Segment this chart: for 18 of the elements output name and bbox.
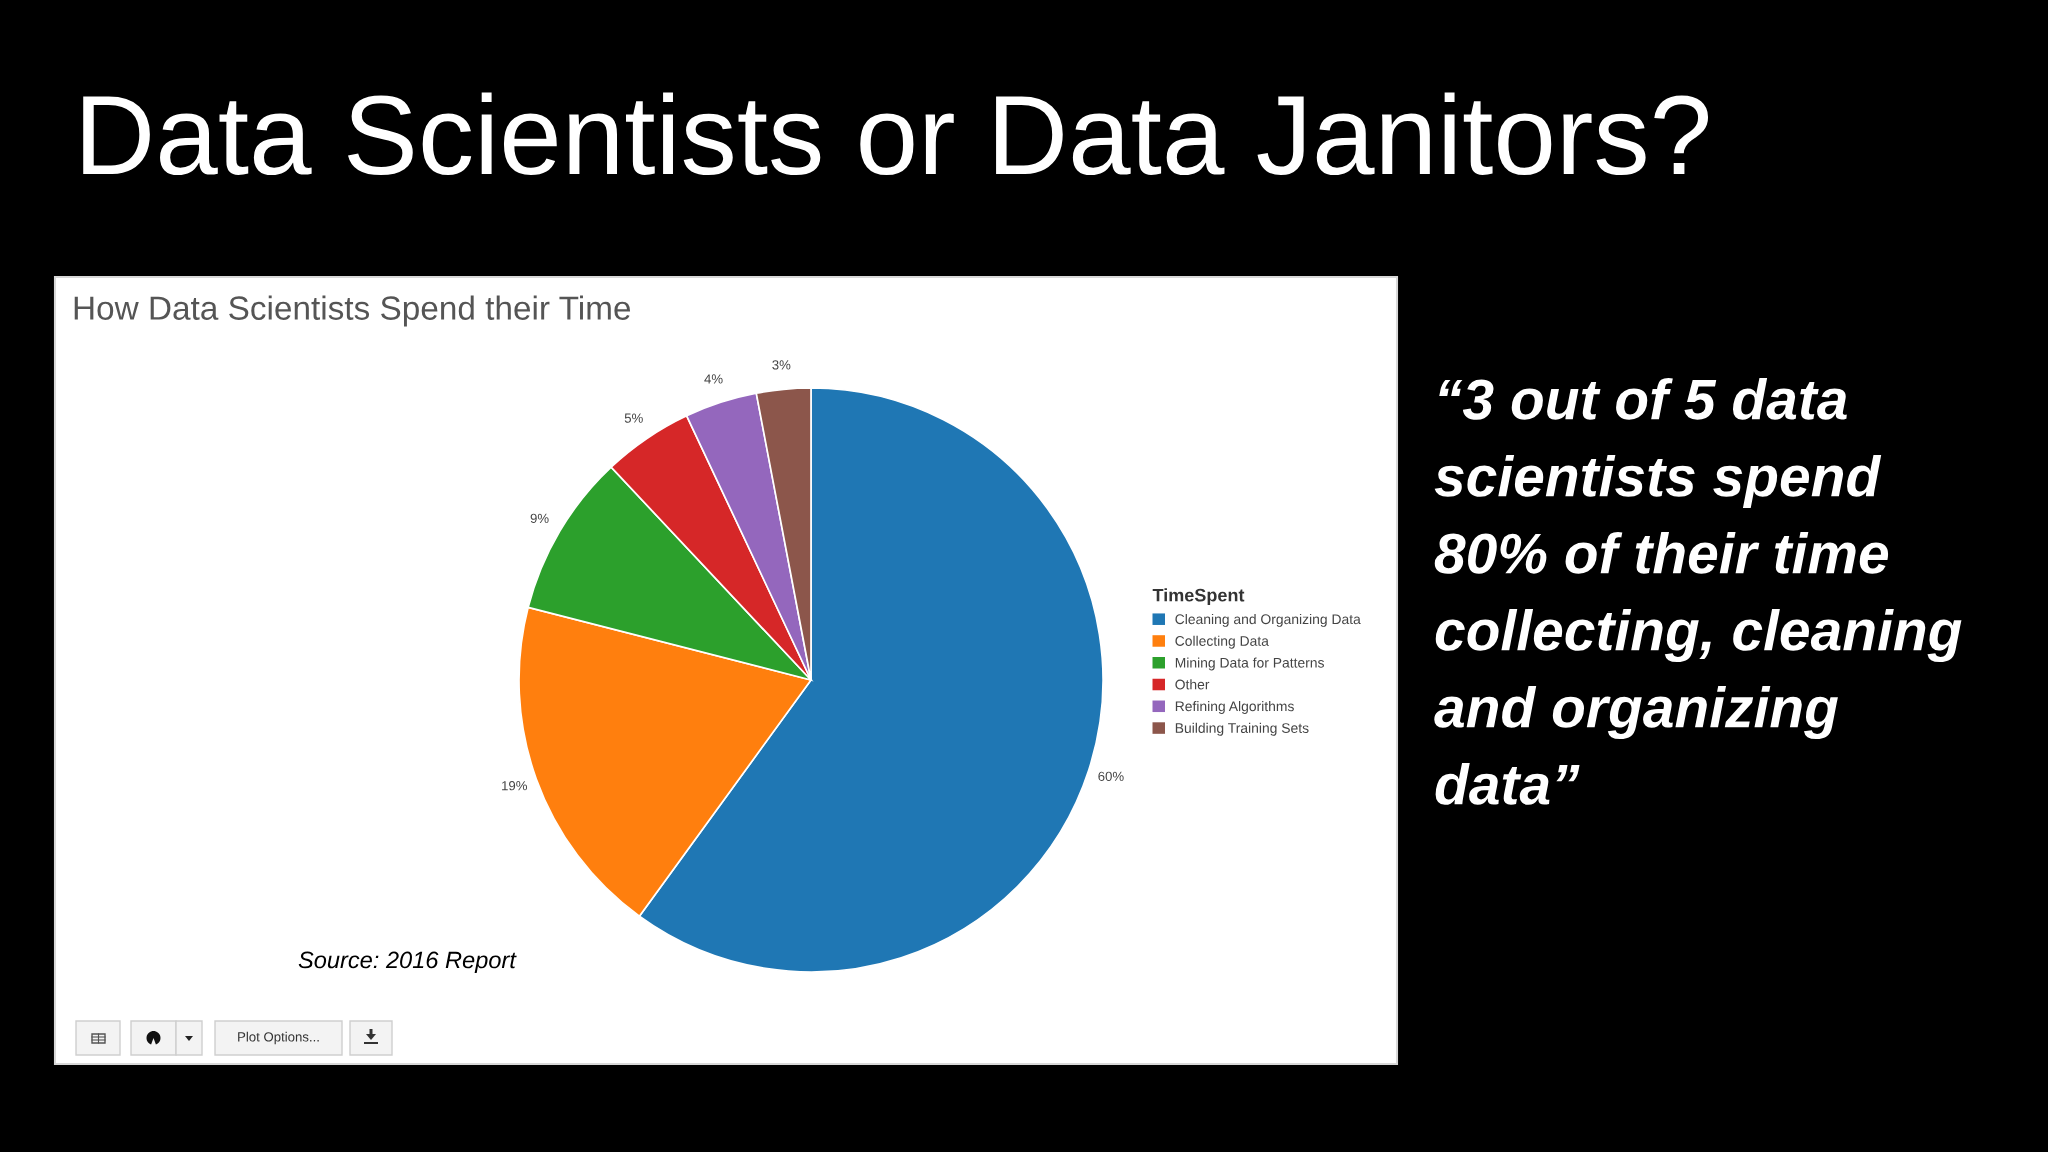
legend-label: Other	[1175, 679, 1210, 690]
data-label: 60%	[1098, 771, 1124, 781]
data-label: 3%	[772, 360, 791, 370]
legend-label: Refining Algorithms	[1175, 701, 1294, 714]
data-label: 5%	[624, 413, 643, 423]
legend-title: TimeSpent	[1152, 588, 1245, 606]
text: “3 out of 5 data scientists spend 80% of their time collecting, cleaning and organizing data”	[1434, 377, 1962, 805]
source-note: Source: 2016 Report	[298, 951, 517, 974]
data-label: 9%	[530, 513, 549, 524]
text: Plot Options...	[238, 1031, 319, 1045]
chart-subtitle: How Data Scientists Spend their Time	[74, 295, 631, 327]
data-label: 19%	[502, 781, 528, 791]
legend-label: Building Training Sets	[1175, 722, 1309, 736]
chart-title: Data Scientists or Data Janitors?	[83, 92, 1709, 176]
legend-label: Collecting Data	[1175, 635, 1269, 649]
data-label: 4%	[704, 374, 723, 384]
legend-label: Mining Data for Patterns	[1175, 657, 1324, 671]
legend-label: Cleaning and Organizing Data	[1175, 613, 1361, 627]
